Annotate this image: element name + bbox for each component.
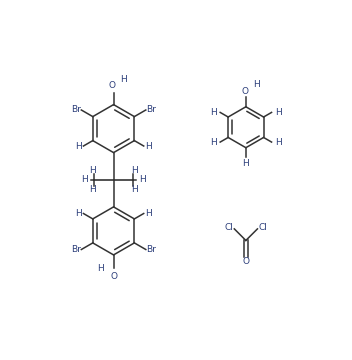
- Text: Br: Br: [71, 105, 81, 114]
- Text: H: H: [75, 209, 82, 218]
- Text: H: H: [120, 75, 127, 84]
- Text: H: H: [275, 138, 282, 147]
- Text: H: H: [75, 141, 82, 150]
- Text: O: O: [243, 257, 249, 266]
- Text: O: O: [109, 81, 116, 90]
- Text: Br: Br: [146, 245, 156, 254]
- Text: Cl: Cl: [258, 223, 267, 232]
- Text: H: H: [81, 175, 88, 184]
- Text: H: H: [275, 108, 282, 117]
- Text: H: H: [131, 166, 138, 175]
- Text: H: H: [210, 138, 216, 147]
- Text: H: H: [145, 209, 152, 218]
- Text: H: H: [89, 166, 96, 175]
- Text: H: H: [139, 175, 146, 184]
- Text: Br: Br: [146, 105, 156, 114]
- Text: H: H: [89, 185, 96, 194]
- Text: Br: Br: [71, 245, 81, 254]
- Text: O: O: [241, 87, 249, 96]
- Text: O: O: [110, 272, 117, 281]
- Text: H: H: [97, 264, 104, 273]
- Text: Cl: Cl: [225, 223, 233, 232]
- Text: H: H: [145, 141, 152, 150]
- Text: H: H: [253, 80, 259, 89]
- Text: H: H: [131, 185, 138, 194]
- Text: H: H: [210, 108, 216, 117]
- Text: H: H: [243, 158, 249, 167]
